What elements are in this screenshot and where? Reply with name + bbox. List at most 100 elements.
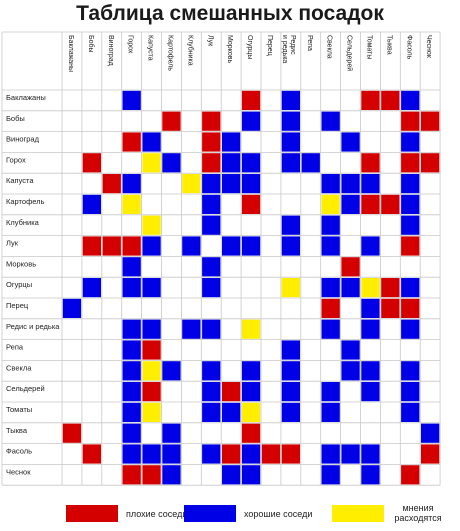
cell-4-6 [182, 174, 201, 194]
cell-14-17 [401, 382, 420, 402]
row-label: Баклажаны [6, 93, 46, 102]
cell-0-3 [122, 90, 141, 110]
cell-8-3 [122, 257, 141, 277]
cell-17-4 [142, 444, 161, 464]
cell-3-7 [202, 153, 221, 173]
column-label: Редиси редька [281, 35, 296, 63]
cell-9-17 [401, 278, 420, 298]
cell-4-15 [361, 174, 380, 194]
cell-11-7 [202, 319, 221, 339]
cell-15-17 [401, 402, 420, 422]
cell-17-14 [341, 444, 360, 464]
cell-9-7 [202, 278, 221, 298]
column-label: Сельдерей [346, 35, 354, 71]
cell-0-15 [361, 90, 380, 110]
cell-14-11 [281, 382, 300, 402]
cell-15-9 [241, 402, 261, 422]
row-label: Перец [6, 301, 29, 310]
cell-6-11 [281, 215, 300, 235]
cell-2-8 [222, 132, 241, 152]
cell-12-11 [281, 340, 300, 360]
cell-3-15 [361, 153, 380, 173]
cell-10-17 [401, 298, 420, 318]
cell-18-4 [142, 465, 161, 485]
row-label: Клубника [6, 218, 40, 227]
cell-9-14 [341, 278, 360, 298]
cell-4-7 [202, 174, 221, 194]
cell-13-3 [122, 361, 141, 381]
column-label: Виноград [107, 35, 114, 66]
cell-2-11 [281, 132, 300, 152]
cell-3-1 [82, 153, 101, 173]
column-label: Баклажаны [67, 35, 74, 72]
row-label: Томаты [6, 405, 32, 414]
cell-6-7 [202, 215, 221, 235]
cell-4-2 [102, 174, 121, 194]
cell-7-6 [182, 236, 201, 256]
cell-12-3 [122, 340, 141, 360]
cell-5-3 [122, 194, 141, 214]
row-label: Фасоль [6, 447, 32, 456]
cell-0-11 [281, 90, 300, 110]
cell-7-15 [361, 236, 380, 256]
cell-17-1 [82, 444, 101, 464]
cell-13-14 [341, 361, 360, 381]
cell-11-4 [142, 319, 161, 339]
cell-1-7 [202, 111, 221, 131]
cell-15-3 [122, 402, 141, 422]
cell-16-18 [421, 423, 440, 443]
cell-9-13 [321, 278, 340, 298]
cell-1-11 [281, 111, 300, 131]
cell-13-11 [281, 361, 300, 381]
cell-17-7 [202, 444, 221, 464]
cell-4-13 [321, 174, 340, 194]
cell-3-18 [421, 153, 440, 173]
legend: плохие соседи хорошие соседи мнения расх… [0, 502, 460, 524]
cell-0-17 [401, 90, 420, 110]
cell-5-13 [321, 194, 340, 214]
cell-17-9 [241, 444, 261, 464]
legend-label-good: хорошие соседи [244, 509, 313, 519]
cell-14-9 [241, 382, 261, 402]
cell-18-8 [222, 465, 241, 485]
cell-2-17 [401, 132, 420, 152]
cell-4-8 [222, 174, 241, 194]
cell-17-18 [421, 444, 440, 464]
column-label: Горох [127, 35, 134, 54]
cell-4-3 [122, 174, 141, 194]
cell-9-15 [361, 278, 380, 298]
chart-title: Таблица смешанных посадок [76, 2, 384, 25]
cell-13-7 [202, 361, 221, 381]
cell-7-17 [401, 236, 420, 256]
cell-1-9 [241, 111, 261, 131]
cell-3-11 [281, 153, 300, 173]
cell-6-17 [401, 215, 420, 235]
cell-1-17 [401, 111, 420, 131]
cell-9-1 [82, 278, 101, 298]
row-label: Капуста [6, 176, 34, 185]
cell-5-15 [361, 194, 380, 214]
cell-6-4 [142, 215, 161, 235]
cell-4-9 [241, 174, 261, 194]
cell-17-10 [261, 444, 281, 464]
cell-18-15 [361, 465, 380, 485]
cell-7-3 [122, 236, 141, 256]
cell-10-16 [381, 298, 400, 318]
cell-11-6 [182, 319, 201, 339]
column-label: Огурцы [246, 35, 253, 59]
cell-18-3 [122, 465, 141, 485]
cell-15-13 [321, 402, 340, 422]
cell-11-9 [241, 319, 261, 339]
cell-7-13 [321, 236, 340, 256]
plant-compatibility-grid: Баклажаны Бобы Виноград Горох Капуста Картофе… [1, 31, 441, 486]
cell-6-13 [321, 215, 340, 235]
column-label: Томаты [365, 35, 372, 59]
cell-4-14 [341, 174, 360, 194]
cell-0-9 [241, 90, 261, 110]
cell-9-16 [381, 278, 400, 298]
cell-18-17 [401, 465, 420, 485]
row-label: Сельдерей [6, 384, 45, 393]
cell-9-11 [281, 278, 300, 298]
cell-18-9 [241, 465, 261, 485]
column-label: Чеснок [425, 35, 432, 59]
